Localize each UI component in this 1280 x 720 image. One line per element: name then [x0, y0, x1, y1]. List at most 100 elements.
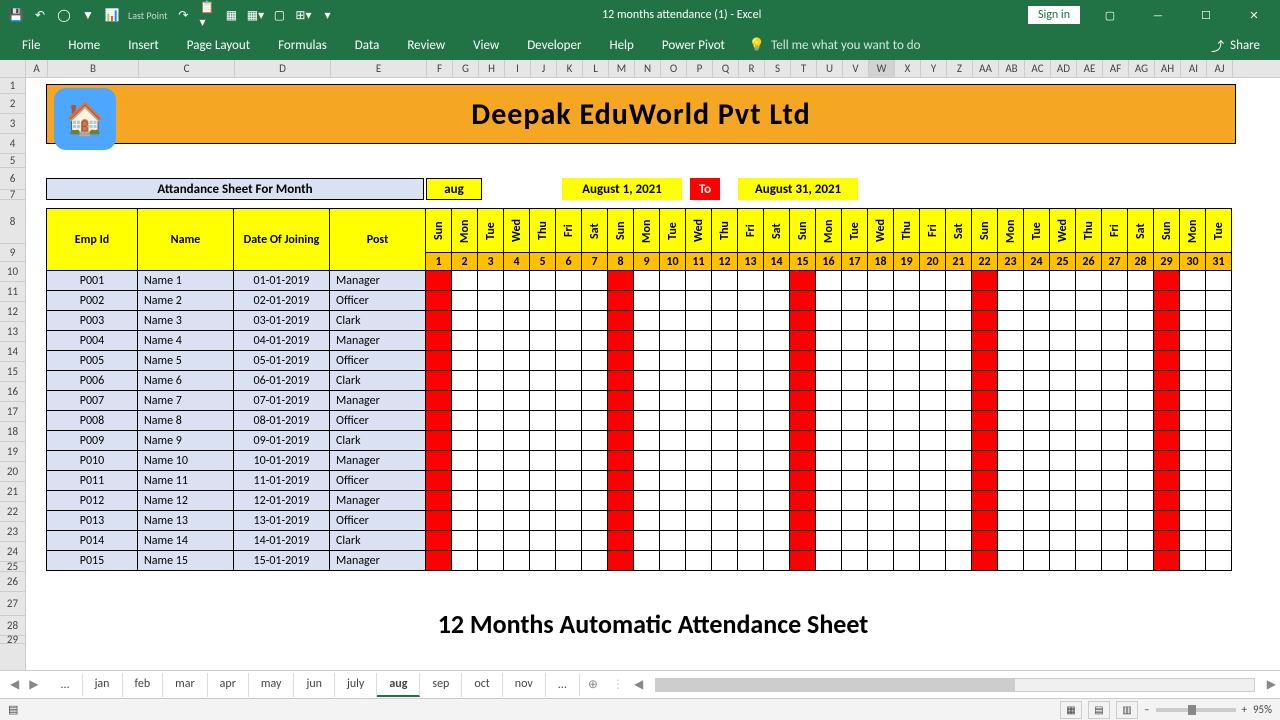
td-day-cell[interactable]	[894, 311, 920, 331]
td-day-cell[interactable]	[1128, 511, 1154, 531]
col-head-P[interactable]: P	[687, 60, 713, 77]
td-day-cell[interactable]	[686, 271, 712, 291]
td-day-cell[interactable]	[426, 531, 452, 551]
td-day-cell[interactable]	[946, 471, 972, 491]
td-day-cell[interactable]	[660, 391, 686, 411]
td-day-cell[interactable]	[1024, 411, 1050, 431]
td-day-cell[interactable]	[582, 351, 608, 371]
td-day-cell[interactable]	[452, 331, 478, 351]
td-day-cell[interactable]	[1128, 491, 1154, 511]
td-day-cell[interactable]	[1024, 331, 1050, 351]
row-head-18[interactable]: 18	[0, 422, 25, 442]
td-day-cell[interactable]	[634, 351, 660, 371]
td-day-cell[interactable]	[634, 551, 660, 571]
td-day-cell[interactable]	[660, 491, 686, 511]
col-head-G[interactable]: G	[453, 60, 479, 77]
td-day-cell[interactable]	[1180, 551, 1206, 571]
grid-content[interactable]: 🏠 Deepak EduWorld Pvt Ltd Attandance She…	[26, 78, 1280, 670]
td-day-cell[interactable]	[790, 471, 816, 491]
td-id[interactable]: P013	[47, 511, 138, 531]
td-day-cell[interactable]	[556, 331, 582, 351]
td-day-cell[interactable]	[1180, 291, 1206, 311]
col-head-AA[interactable]: AA	[973, 60, 999, 77]
minimize-button[interactable]: —	[1140, 0, 1176, 30]
td-day-cell[interactable]	[972, 311, 998, 331]
col-head-N[interactable]: N	[635, 60, 661, 77]
td-day-cell[interactable]	[946, 411, 972, 431]
td-day-cell[interactable]	[608, 311, 634, 331]
row-head-29[interactable]: 29	[0, 636, 25, 644]
td-day-cell[interactable]	[1076, 411, 1102, 431]
td-day-cell[interactable]	[608, 371, 634, 391]
td-day-cell[interactable]	[452, 471, 478, 491]
td-day-cell[interactable]	[894, 291, 920, 311]
td-day-cell[interactable]	[972, 511, 998, 531]
td-day-cell[interactable]	[686, 531, 712, 551]
td-day-cell[interactable]	[634, 511, 660, 531]
td-day-cell[interactable]	[894, 391, 920, 411]
td-day-cell[interactable]	[1154, 331, 1180, 351]
td-day-cell[interactable]	[686, 291, 712, 311]
td-day-cell[interactable]	[478, 491, 504, 511]
td-day-cell[interactable]	[738, 491, 764, 511]
td-day-cell[interactable]	[1050, 311, 1076, 331]
circle-icon[interactable]: ◯	[56, 7, 72, 23]
td-day-cell[interactable]	[582, 471, 608, 491]
td-day-cell[interactable]	[1180, 271, 1206, 291]
row-head-25[interactable]: 25	[0, 562, 25, 572]
td-day-cell[interactable]	[608, 531, 634, 551]
td-day-cell[interactable]	[660, 551, 686, 571]
td-name[interactable]: Name 2	[138, 291, 234, 311]
td-day-cell[interactable]	[686, 351, 712, 371]
td-day-cell[interactable]	[1180, 411, 1206, 431]
td-day-cell[interactable]	[608, 491, 634, 511]
td-day-cell[interactable]	[738, 371, 764, 391]
td-doj[interactable]: 13-01-2019	[234, 511, 330, 531]
row-head-1[interactable]: 1	[0, 78, 25, 94]
td-day-cell[interactable]	[1102, 351, 1128, 371]
td-day-cell[interactable]	[608, 351, 634, 371]
merge-icon[interactable]: ⊞▾	[295, 7, 311, 23]
maximize-button[interactable]: ☐	[1188, 0, 1224, 30]
td-day-cell[interactable]	[504, 551, 530, 571]
td-day-cell[interactable]	[738, 351, 764, 371]
td-day-cell[interactable]	[478, 471, 504, 491]
td-day-cell[interactable]	[1206, 271, 1232, 291]
sheet-tab-july[interactable]: july	[335, 673, 377, 697]
td-day-cell[interactable]	[1050, 531, 1076, 551]
ribbon-tab-formulas[interactable]: Formulas	[264, 32, 341, 59]
td-day-cell[interactable]	[478, 391, 504, 411]
td-day-cell[interactable]	[1154, 371, 1180, 391]
ribbon-tab-developer[interactable]: Developer	[513, 32, 595, 59]
td-day-cell[interactable]	[738, 331, 764, 351]
td-day-cell[interactable]	[556, 531, 582, 551]
td-day-cell[interactable]	[998, 391, 1024, 411]
td-day-cell[interactable]	[998, 371, 1024, 391]
td-day-cell[interactable]	[920, 551, 946, 571]
td-day-cell[interactable]	[530, 471, 556, 491]
td-day-cell[interactable]	[530, 451, 556, 471]
td-day-cell[interactable]	[452, 491, 478, 511]
td-day-cell[interactable]	[712, 491, 738, 511]
td-day-cell[interactable]	[634, 431, 660, 451]
td-day-cell[interactable]	[1128, 431, 1154, 451]
tab-nav-prev[interactable]: ◀	[6, 675, 23, 694]
redo-icon[interactable]: ↷	[175, 7, 191, 23]
td-day-cell[interactable]	[790, 551, 816, 571]
td-day-cell[interactable]	[634, 291, 660, 311]
td-day-cell[interactable]	[764, 291, 790, 311]
td-day-cell[interactable]	[1050, 291, 1076, 311]
row-head-16[interactable]: 16	[0, 382, 25, 402]
td-day-cell[interactable]	[426, 511, 452, 531]
td-day-cell[interactable]	[1102, 471, 1128, 491]
td-day-cell[interactable]	[452, 531, 478, 551]
td-day-cell[interactable]	[920, 431, 946, 451]
td-day-cell[interactable]	[946, 271, 972, 291]
td-day-cell[interactable]	[946, 551, 972, 571]
td-day-cell[interactable]	[816, 391, 842, 411]
td-day-cell[interactable]	[1050, 271, 1076, 291]
td-day-cell[interactable]	[608, 391, 634, 411]
td-day-cell[interactable]	[894, 511, 920, 531]
td-day-cell[interactable]	[816, 311, 842, 331]
td-day-cell[interactable]	[1102, 451, 1128, 471]
